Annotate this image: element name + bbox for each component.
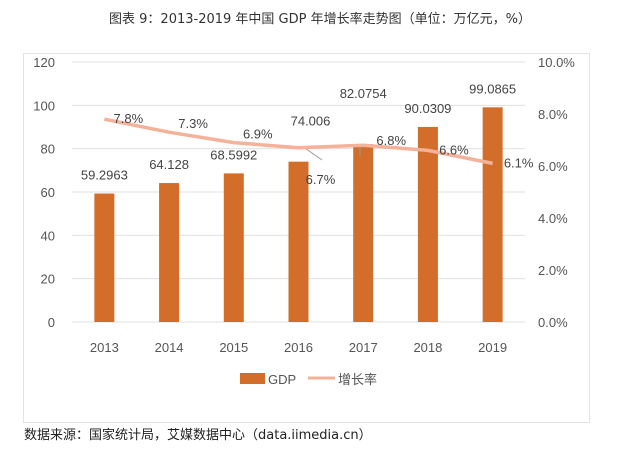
right-tick-label: 0.0% bbox=[538, 315, 568, 330]
bar-data-label: 82.0754 bbox=[340, 86, 387, 101]
bar-data-label: 64.128 bbox=[149, 157, 189, 172]
bar bbox=[159, 183, 180, 322]
source-note: 数据来源：国家统计局，艾媒数据中心（data.iimedia.cn） bbox=[24, 428, 372, 443]
bar-data-label: 59.2963 bbox=[81, 168, 128, 183]
left-tick-label: 20 bbox=[41, 272, 55, 287]
left-tick-label: 80 bbox=[41, 142, 55, 157]
left-tick-label: 60 bbox=[41, 185, 55, 200]
legend-growth-label: 增长率 bbox=[338, 372, 377, 387]
bar bbox=[288, 161, 309, 322]
bar-data-label: 68.5992 bbox=[210, 147, 257, 162]
bar bbox=[482, 107, 503, 322]
left-tick-label: 40 bbox=[41, 228, 55, 243]
x-tick-label: 2015 bbox=[219, 340, 248, 355]
chart-title: 图表 9：2013-2019 年中国 GDP 年增长率走势图（单位：万亿元，%） bbox=[109, 12, 531, 27]
bar-data-label: 99.0865 bbox=[469, 81, 516, 96]
x-tick-label: 2013 bbox=[90, 340, 119, 355]
line-data-label: 6.1% bbox=[504, 155, 534, 170]
line-data-label: 6.6% bbox=[439, 142, 469, 157]
right-tick-label: 8.0% bbox=[538, 107, 568, 122]
x-tick-label: 2019 bbox=[478, 340, 507, 355]
line-data-label: 7.8% bbox=[114, 111, 144, 126]
chart-frame bbox=[23, 53, 590, 423]
line-data-label: 6.9% bbox=[243, 127, 273, 142]
legend-gdp-label: GDP bbox=[268, 372, 296, 387]
right-tick-label: 10.0% bbox=[538, 55, 575, 70]
line-data-label: 7.3% bbox=[178, 116, 208, 131]
x-tick-label: 2018 bbox=[413, 340, 442, 355]
left-tick-label: 120 bbox=[33, 55, 55, 70]
right-tick-label: 2.0% bbox=[538, 263, 568, 278]
right-tick-label: 6.0% bbox=[538, 159, 568, 174]
legend-gdp-swatch bbox=[240, 373, 265, 384]
growth-line bbox=[104, 117, 493, 166]
bar bbox=[94, 193, 115, 322]
bar bbox=[223, 173, 244, 322]
left-tick-label: 100 bbox=[33, 98, 55, 113]
x-tick-label: 2016 bbox=[284, 340, 313, 355]
bar-data-label: 74.006 bbox=[291, 114, 331, 129]
bar bbox=[353, 144, 374, 322]
right-tick-label: 4.0% bbox=[538, 211, 568, 226]
x-tick-label: 2017 bbox=[349, 340, 378, 355]
x-tick-label: 2014 bbox=[155, 340, 184, 355]
bar-data-label: 90.0309 bbox=[404, 101, 451, 116]
left-tick-label: 0 bbox=[48, 315, 55, 330]
line-data-label: 6.7% bbox=[306, 172, 336, 187]
bar bbox=[417, 126, 438, 323]
line-data-label: 6.8% bbox=[376, 133, 406, 148]
